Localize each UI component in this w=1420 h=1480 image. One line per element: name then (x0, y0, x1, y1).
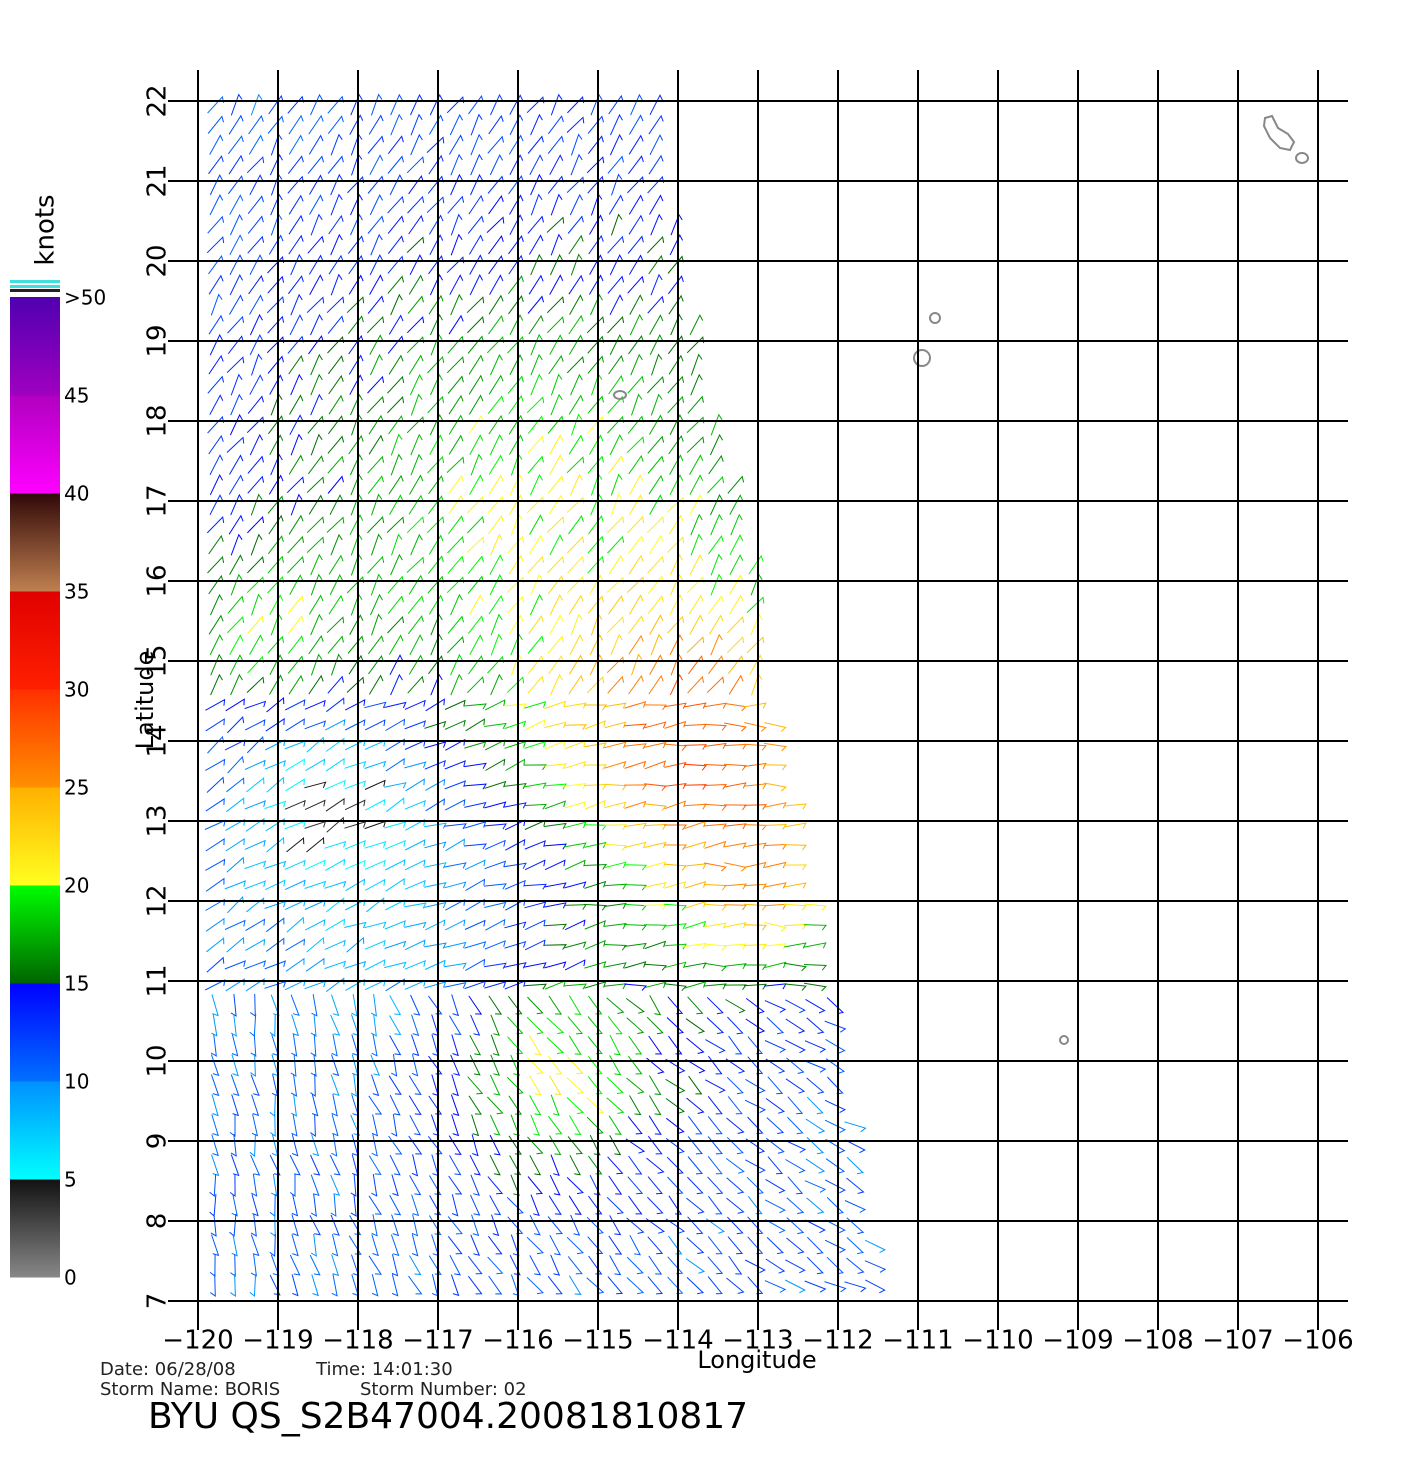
x-tick-label: −109 (1042, 1326, 1113, 1356)
colorbar-label: 40 (64, 482, 89, 506)
x-tick-label: −113 (722, 1326, 793, 1356)
y-tick-label: 12 (143, 884, 173, 917)
x-tick-label: −119 (242, 1326, 313, 1356)
x-tick-label: −106 (1282, 1326, 1353, 1356)
island (913, 349, 931, 367)
colorbar-segment (10, 297, 60, 396)
x-tick-label: −111 (882, 1326, 953, 1356)
product-title: BYU QS_S2B47004.20081810817 (148, 1396, 748, 1437)
islands (613, 114, 1309, 1045)
island (613, 390, 627, 400)
colorbar-label: >50 (64, 286, 106, 310)
colorbar-segment (10, 1081, 60, 1180)
y-tick-label: 14 (143, 724, 173, 757)
colorbar-segment (10, 983, 60, 1082)
x-tick-label: −107 (1202, 1326, 1273, 1356)
y-tick-label: 10 (143, 1044, 173, 1077)
y-tick-label: 15 (143, 644, 173, 677)
colorbar-label: 5 (64, 1168, 77, 1192)
colorbar-label: 20 (64, 874, 89, 898)
colorbar-segment (10, 1179, 60, 1278)
x-tick-label: −108 (1122, 1326, 1193, 1356)
y-tick-label: 8 (143, 1213, 173, 1230)
colorbar-label: 45 (64, 384, 89, 408)
x-tick-label: −117 (402, 1326, 473, 1356)
colorbar-segment (10, 493, 60, 592)
x-tick-label: −112 (802, 1326, 873, 1356)
x-axis-label: Longitude (697, 1346, 816, 1374)
x-tick-label: −115 (562, 1326, 633, 1356)
island (929, 312, 941, 324)
x-tick-label: −118 (322, 1326, 393, 1356)
island (1262, 114, 1296, 152)
island (1059, 1035, 1069, 1045)
y-axis-label: Latitude (131, 651, 159, 750)
colorbar-label: 10 (64, 1070, 89, 1094)
y-tick-label: 20 (143, 244, 173, 277)
y-tick-label: 21 (143, 164, 173, 197)
y-tick-label: 9 (143, 1133, 173, 1150)
storm-name: Storm Name: BORIS (100, 1379, 280, 1400)
colorbar-cap (10, 285, 60, 288)
y-tick-label: 11 (143, 964, 173, 997)
storm-number: Storm Number: 02 (360, 1379, 527, 1400)
colorbar-segment (10, 395, 60, 494)
y-tick-label: 16 (143, 564, 173, 597)
colorbar-label: 30 (64, 678, 89, 702)
colorbar-segment (10, 689, 60, 788)
y-tick-label: 22 (143, 84, 173, 117)
colorbar-label: 0 (64, 1266, 77, 1290)
x-tick-label: −110 (962, 1326, 1033, 1356)
colorbar-cap (10, 280, 60, 283)
colorbar-segment (10, 885, 60, 984)
graticule: −120 −119 −118 −117 −116 −115 −114 −113 −112 −111… (143, 70, 1354, 1356)
y-tick-label: 13 (143, 804, 173, 837)
x-tick-label: −114 (642, 1326, 713, 1356)
colorbar-title: knots (31, 194, 61, 265)
colorbar-label: 35 (64, 580, 89, 604)
date: Date: 06/28/08 (100, 1359, 236, 1380)
x-tick-label: −116 (482, 1326, 553, 1356)
colorbar-segment (10, 787, 60, 886)
x-tick-label: −120 (162, 1326, 233, 1356)
colorbar-cap (10, 289, 60, 292)
y-tick-label: 7 (143, 1293, 173, 1310)
island (1295, 152, 1309, 164)
wind-barbs (204, 93, 887, 1298)
colorbar-label: 25 (64, 776, 89, 800)
colorbar-label: 15 (64, 972, 89, 996)
time: Time: 14:01:30 (315, 1359, 453, 1380)
y-tick-label: 18 (143, 404, 173, 437)
y-tick-label: 17 (143, 484, 173, 517)
y-tick-label: 19 (143, 324, 173, 357)
colorbar-segment (10, 591, 60, 690)
